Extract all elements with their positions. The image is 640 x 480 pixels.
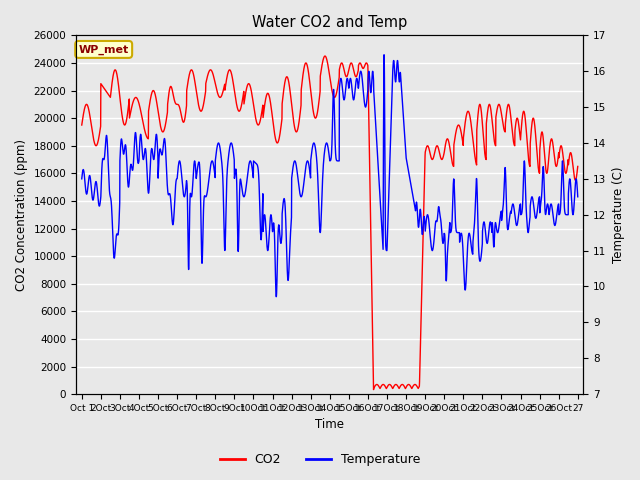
X-axis label: Time: Time: [316, 419, 344, 432]
Legend: CO2, Temperature: CO2, Temperature: [214, 448, 426, 471]
Y-axis label: Temperature (C): Temperature (C): [612, 167, 625, 263]
Text: WP_met: WP_met: [79, 44, 129, 55]
Y-axis label: CO2 Concentration (ppm): CO2 Concentration (ppm): [15, 139, 28, 291]
Title: Water CO2 and Temp: Water CO2 and Temp: [252, 15, 408, 30]
